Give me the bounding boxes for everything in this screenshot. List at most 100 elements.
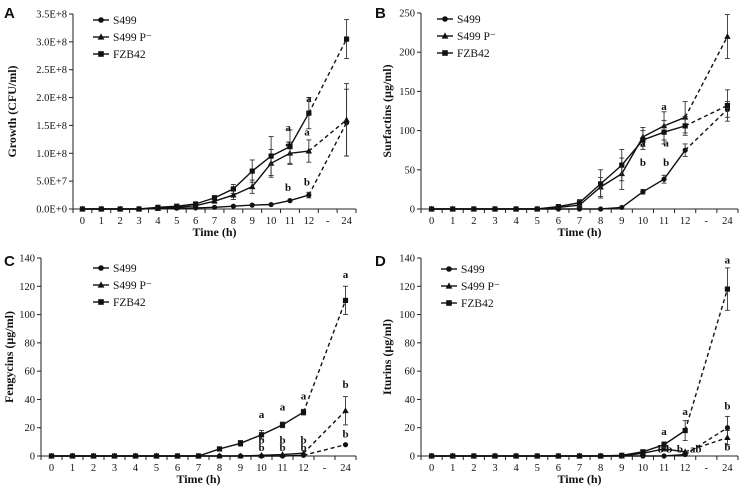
data-point <box>249 202 255 208</box>
data-point <box>513 206 519 212</box>
legend-label: S499 P⁻ <box>457 31 496 43</box>
legend-marker <box>98 17 104 23</box>
y-tick-label: 40 <box>25 395 36 406</box>
data-point <box>237 452 244 459</box>
y-tick-label: 60 <box>405 367 416 378</box>
data-point <box>279 422 286 428</box>
x-tick-label: 9 <box>619 216 624 227</box>
data-point <box>48 453 55 459</box>
data-point <box>230 191 237 198</box>
x-tick-label: 12 <box>680 216 691 227</box>
data-point <box>619 204 625 211</box>
x-tick-label: 3 <box>136 216 141 227</box>
x-tick-label: 10 <box>638 216 649 227</box>
x-tick-label: 5 <box>535 216 540 227</box>
data-point <box>211 197 218 204</box>
x-tick-label: 11 <box>285 216 295 227</box>
y-tick-label: 200 <box>399 48 415 59</box>
data-point <box>258 451 265 458</box>
legend-item: S499 <box>437 14 481 26</box>
y-tick-label: 20 <box>405 423 416 434</box>
significance-letter: b <box>658 443 664 455</box>
x-tick-label: 3 <box>112 463 117 474</box>
data-point <box>555 453 561 459</box>
x-tick-label: 11 <box>659 216 669 227</box>
data-point <box>450 453 456 459</box>
panel-b-letter: B <box>375 5 386 22</box>
y-tick-label: 1.5E+8 <box>36 121 67 132</box>
x-tick-label: 8 <box>231 216 236 227</box>
y-tick-label: 150 <box>399 87 415 98</box>
significance-letter: a <box>306 93 312 105</box>
series-line-dashed <box>302 300 347 413</box>
y-tick-label: 60 <box>25 367 36 378</box>
series-line-solid <box>431 116 686 210</box>
data-point <box>450 206 456 212</box>
data-point <box>117 206 123 212</box>
x-tick-label: 7 <box>577 216 582 227</box>
legend: S499 S499 P⁻ FZB42 <box>437 14 496 60</box>
significance-letter: b <box>300 434 306 446</box>
data-point <box>79 206 86 212</box>
x-tick-label: 7 <box>212 216 217 227</box>
panel-c-letter: C <box>4 253 15 270</box>
significance-letter: b <box>258 442 264 454</box>
data-point <box>342 407 349 414</box>
data-point <box>343 36 350 42</box>
series-line-dashed <box>684 36 729 118</box>
legend: S499 S499 P⁻ FZB42 <box>93 15 152 61</box>
data-point <box>230 203 236 209</box>
x-tick-label: 10 <box>266 216 277 227</box>
legend-marker <box>442 50 448 56</box>
data-point <box>306 110 312 116</box>
significance-letter: a <box>725 255 731 267</box>
y-tick-label: 50 <box>405 165 416 176</box>
legend-label: S499 P⁻ <box>113 32 152 44</box>
x-tick-label: 3 <box>492 463 497 474</box>
y-axis-title: Growth (CFU/ml) <box>5 65 19 157</box>
data-point <box>724 425 731 431</box>
y-tick-label: 0 <box>410 205 415 216</box>
significance-letter: b <box>640 157 646 169</box>
x-tick-label: 9 <box>238 463 243 474</box>
legend-label: S499 <box>457 14 481 26</box>
data-point <box>660 445 668 452</box>
x-tick-label: 12 <box>304 216 315 227</box>
y-axis-title: Surfactins (µg/ml) <box>380 64 394 157</box>
data-point <box>136 206 142 212</box>
y-tick-label: 100 <box>399 126 415 137</box>
significance-letter: b <box>724 441 730 453</box>
data-point <box>343 116 350 123</box>
significance-letter: a <box>259 409 265 421</box>
y-tick-label: 0 <box>30 452 35 463</box>
significance-letter: b <box>342 429 348 441</box>
data-point <box>428 453 435 459</box>
data-point <box>300 449 307 456</box>
x-tick-label: 11 <box>659 463 669 474</box>
x-tick-label: 6 <box>556 216 561 227</box>
series-line-solid <box>51 411 304 457</box>
x-tick-label: - <box>705 463 709 474</box>
legend-marker <box>446 300 452 306</box>
y-axis-title: Iturins (µg/ml) <box>380 319 394 395</box>
data-point <box>640 137 646 143</box>
significance-letter: b <box>342 379 348 391</box>
data-point <box>305 147 313 154</box>
data-point <box>598 206 604 212</box>
x-tick-label: 4 <box>133 463 139 474</box>
significance-letter: b <box>677 443 683 455</box>
legend-marker <box>441 32 449 39</box>
data-point <box>174 453 181 459</box>
series-line-dashed <box>303 410 346 454</box>
x-tick-label: 1 <box>450 216 455 227</box>
legend-item: S499 P⁻ <box>437 31 496 43</box>
data-point <box>300 409 307 415</box>
data-point <box>471 206 477 212</box>
series-line-dashed <box>308 38 348 114</box>
legend-item: FZB42 <box>93 49 146 61</box>
y-tick-label: 100 <box>19 310 35 321</box>
significance-letter: a <box>682 406 688 418</box>
significance-letter: b <box>663 157 669 169</box>
x-tick-label: 2 <box>471 463 476 474</box>
data-point <box>661 453 667 459</box>
